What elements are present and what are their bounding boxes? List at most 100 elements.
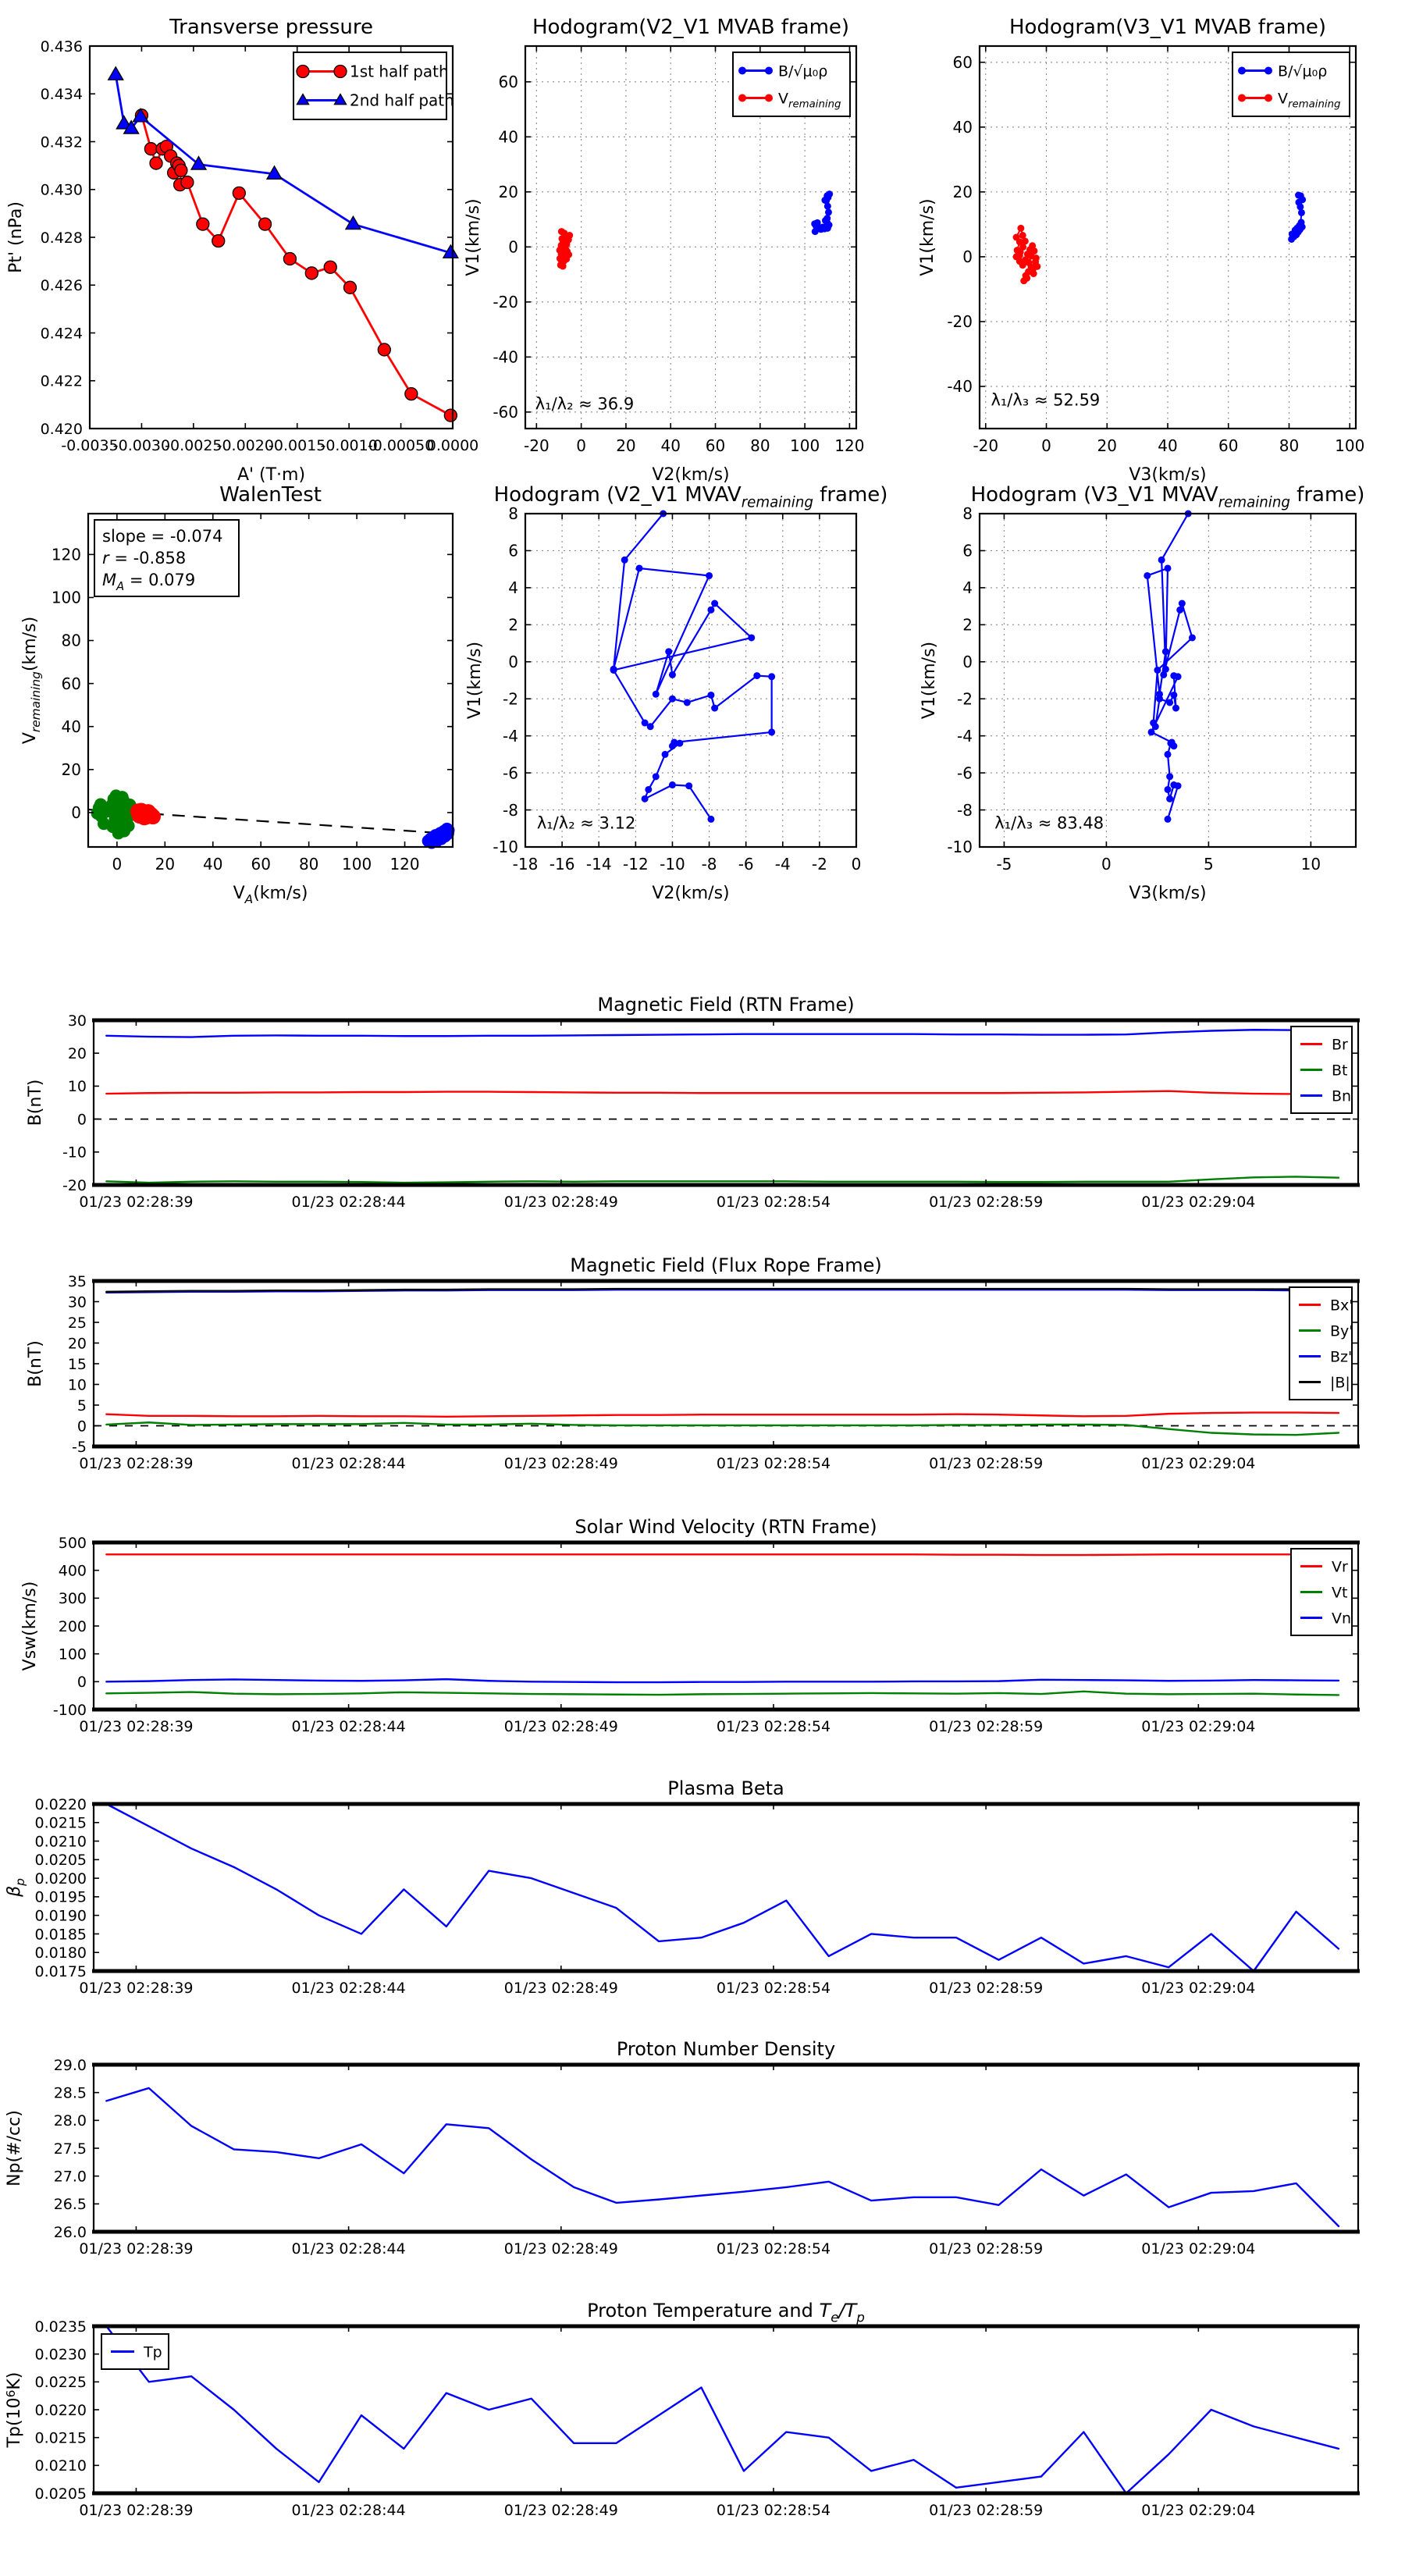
x-tick-label: -20 — [524, 436, 550, 455]
hodogram-v2v1-mvav-plot: -18 -16 -14 -12 -10 -8 -6 -4 -2 0 -10 -8 -6 -4 -2 0 2 4 6 8… — [465, 483, 887, 903]
y-tick-label: 27.5 — [54, 2140, 87, 2158]
x-tick-label: 01/23 02:28:59 — [929, 1455, 1043, 1472]
annotation: λ₁/λ₃ ≈ 52.59 — [991, 391, 1100, 410]
x-tick-label: 01/23 02:28:54 — [717, 1455, 831, 1472]
legend-item-label: By' — [1330, 1322, 1353, 1340]
plot-title: Proton Number Density — [617, 2038, 835, 2060]
y-tick-label: 100 — [59, 1646, 87, 1663]
x-tick-label: 01/23 02:28:49 — [504, 2240, 618, 2258]
legend-item-label: Bx' — [1330, 1297, 1353, 1314]
y-tick-label: 2 — [508, 616, 518, 635]
y-tick-label: 26.0 — [54, 2224, 87, 2241]
legend-box — [293, 52, 447, 120]
x-tick-label: -10 — [660, 855, 685, 873]
x-axis-label: V2(km/s) — [652, 465, 729, 485]
y-tick-label: 0.0195 — [35, 1889, 87, 1906]
y-tick-label: 500 — [59, 1535, 87, 1552]
x-tick-label: 10 — [1301, 855, 1321, 873]
x-tick-label: -0.0015 — [269, 437, 325, 454]
y-axis-label: Vsw(km/s) — [20, 1582, 40, 1671]
x-tick-label: 01/23 02:28:44 — [292, 1455, 406, 1472]
stat-line: r = -0.858 — [102, 549, 186, 568]
x-tick-label: -0.0025 — [165, 437, 222, 454]
y-tick-label: 0.436 — [41, 38, 83, 55]
x-tick-label: 0 — [576, 436, 586, 455]
stat-line: MA = 0.079 — [102, 571, 195, 593]
y-tick-label: 0.0175 — [35, 1963, 87, 1980]
y-tick-label: 28.0 — [54, 2112, 87, 2129]
y-axis-label: Pt' (nPa) — [6, 201, 26, 273]
legend-item-label: B/√μ₀ρ — [778, 62, 827, 80]
x-tick-label: 100 — [790, 436, 820, 455]
x-tick-label: 01/23 02:28:54 — [717, 1194, 831, 1211]
x-tick-label: 01/23 02:29:04 — [1141, 1980, 1255, 1997]
y-tick-label: -20 — [947, 312, 973, 331]
x-tick-label: 01/23 02:28:39 — [79, 1194, 193, 1211]
x-tick-label: 01/23 02:28:44 — [292, 1718, 406, 1735]
y-tick-label: -10 — [947, 838, 973, 856]
walen-fit-stats-box — [94, 519, 240, 597]
x-tick-label: -0.0020 — [217, 437, 274, 454]
plot-title: Hodogram (V3_V1 MVAVremaining frame) — [971, 483, 1365, 511]
y-tick-label: 0 — [77, 1111, 87, 1128]
legend-item-label: 1st half path — [350, 62, 449, 81]
x-tick-label: -4 — [775, 855, 791, 873]
y-tick-label: 40 — [62, 717, 81, 736]
y-tick-label: 2 — [962, 616, 973, 635]
x-tick-label: 01/23 02:28:39 — [79, 1980, 193, 1997]
Bx'-line — [105, 1411, 1340, 1418]
y-tick-label: 15 — [68, 1356, 87, 1373]
y-axis-label: V1(km/s) — [464, 198, 483, 276]
beta-p-line — [105, 1802, 1340, 1973]
y-tick-label: 0.0205 — [35, 1852, 87, 1869]
y-tick-label: 0 — [71, 803, 81, 822]
y-tick-label: 0.0220 — [35, 1796, 87, 1813]
y-tick-label: 0.0190 — [35, 1908, 87, 1925]
y-tick-label: -100 — [53, 1702, 87, 1719]
y-tick-label: 0 — [77, 1418, 87, 1435]
x-tick-label: 0 — [852, 855, 862, 873]
y-tick-label: 4 — [962, 578, 973, 597]
Tp-line — [105, 2325, 1340, 2495]
x-tick-label: 01/23 02:28:39 — [79, 1455, 193, 1472]
y-tick-label: -6 — [957, 763, 973, 782]
y-tick-label: 26.5 — [54, 2196, 87, 2213]
y-tick-label: -6 — [503, 763, 518, 782]
y-tick-label: 0.430 — [41, 182, 83, 199]
x-tick-label: -0.0030 — [113, 437, 170, 454]
y-tick-label: 6 — [508, 542, 518, 560]
y-tick-label: 6 — [962, 542, 973, 560]
y-tick-label: 29.0 — [54, 2057, 87, 2074]
x-tick-label: 60 — [706, 436, 725, 455]
x-tick-label: -14 — [586, 855, 612, 873]
x-tick-label: -16 — [550, 855, 575, 873]
y-tick-label: 0.0230 — [35, 2347, 87, 2364]
plot-title: Proton Temperature and Te/Tp — [587, 2300, 865, 2325]
y-tick-label: 80 — [62, 632, 81, 650]
y-tick-label: 20 — [68, 1335, 87, 1352]
Np-line — [105, 2087, 1340, 2228]
x-axis-label: VA(km/s) — [233, 884, 308, 906]
x-tick-label: -0.0035 — [61, 437, 118, 454]
y-tick-label: 20 — [499, 183, 518, 201]
x-tick-label: 100 — [342, 855, 372, 873]
legend-item-label: B/√μ₀ρ — [1278, 62, 1327, 80]
x-tick-label: 01/23 02:28:39 — [79, 1718, 193, 1735]
plot-title: Hodogram(V2_V1 MVAB frame) — [532, 16, 849, 39]
x-tick-label: 01/23 02:28:44 — [292, 1980, 406, 1997]
x-tick-label: 0 — [1101, 855, 1112, 873]
y-tick-label: 0.424 — [41, 325, 83, 342]
legend-item-label: Vn — [1332, 1610, 1351, 1627]
y-tick-label: -20 — [62, 1177, 87, 1194]
plot-title: Plasma Beta — [667, 1777, 784, 1799]
x-tick-label: 01/23 02:28:44 — [292, 2240, 406, 2258]
x-tick-label: 01/23 02:28:54 — [717, 2502, 831, 2519]
stat-line: slope = -0.074 — [102, 527, 223, 546]
y-tick-label: 20 — [68, 1045, 87, 1062]
x-tick-label: 01/23 02:28:59 — [929, 1194, 1043, 1211]
x-tick-label: 01/23 02:29:04 — [1141, 2502, 1255, 2519]
x-tick-label: 0 — [112, 855, 123, 873]
x-tick-label: 100 — [1335, 436, 1364, 455]
y-tick-label: 0.0210 — [35, 1833, 87, 1850]
legend-item-label: 2nd half path — [350, 91, 454, 110]
